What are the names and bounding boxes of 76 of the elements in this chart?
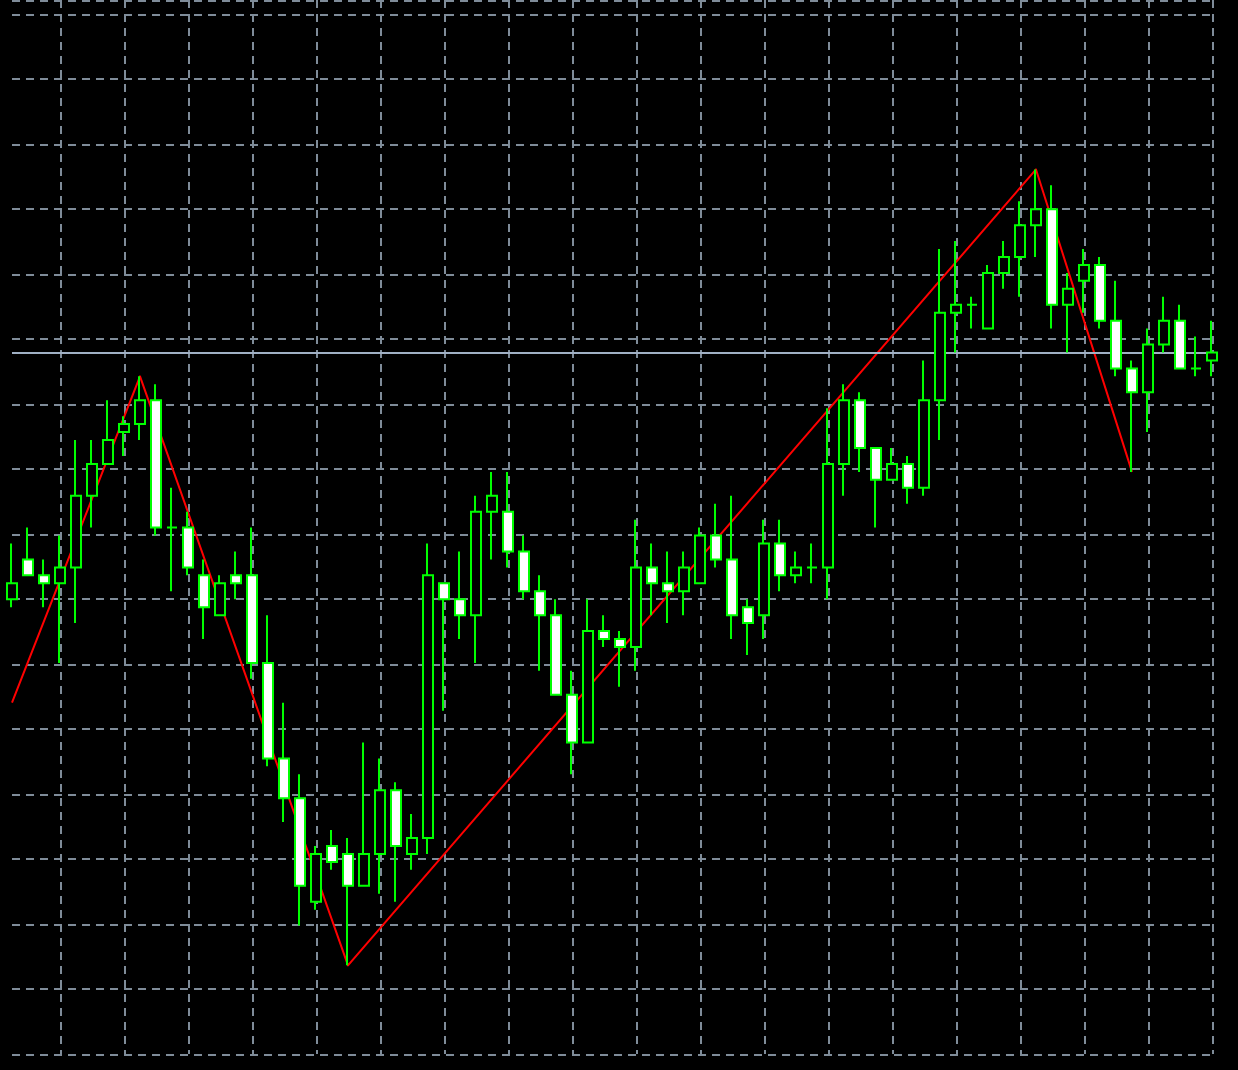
candlestick bbox=[710, 502, 722, 569]
candlestick bbox=[390, 781, 402, 903]
candlestick bbox=[854, 391, 866, 473]
candlestick bbox=[646, 542, 658, 617]
candlestick bbox=[22, 526, 34, 577]
candlestick bbox=[1206, 319, 1218, 378]
candlestick bbox=[1158, 295, 1170, 354]
candlestick bbox=[614, 630, 626, 688]
candlestick bbox=[486, 470, 498, 561]
candlestick bbox=[1094, 255, 1106, 330]
candlestick bbox=[806, 542, 818, 585]
candlestick bbox=[70, 439, 82, 625]
candlestick bbox=[790, 550, 802, 585]
candlestick bbox=[38, 558, 50, 609]
candlestick bbox=[694, 526, 706, 585]
candlestick bbox=[582, 598, 594, 744]
candlestick bbox=[918, 359, 930, 497]
candlestick bbox=[534, 574, 546, 672]
candlestick bbox=[198, 558, 210, 641]
candlestick bbox=[566, 669, 578, 776]
candlestick bbox=[1062, 271, 1074, 354]
candlestick bbox=[630, 518, 642, 672]
candlestick bbox=[246, 526, 258, 680]
candlestick bbox=[1174, 303, 1186, 370]
candlestick bbox=[54, 534, 66, 664]
candlestick bbox=[310, 844, 322, 911]
candlestick bbox=[406, 813, 418, 871]
candlestick bbox=[118, 415, 130, 457]
candlestick bbox=[230, 550, 242, 601]
candlestick bbox=[86, 439, 98, 529]
candlestick bbox=[774, 518, 786, 593]
candlestick bbox=[518, 534, 530, 601]
candlestick bbox=[902, 454, 914, 505]
candlestick bbox=[598, 614, 610, 648]
candlestick bbox=[1142, 327, 1154, 434]
candlestick bbox=[1126, 359, 1138, 473]
candlestick bbox=[678, 550, 690, 617]
candlestick bbox=[6, 542, 18, 609]
candlestick bbox=[214, 574, 226, 617]
candlestick bbox=[1046, 184, 1058, 330]
candlestick bbox=[150, 383, 162, 537]
candlestick bbox=[294, 773, 306, 927]
candlestick bbox=[374, 757, 386, 895]
candlestick bbox=[838, 383, 850, 497]
candlestick bbox=[998, 240, 1010, 290]
candlestick bbox=[470, 494, 482, 664]
candlestick bbox=[422, 542, 434, 855]
candlestick bbox=[262, 614, 274, 768]
candlestick bbox=[662, 550, 674, 625]
candlestick bbox=[726, 494, 738, 641]
candlestick bbox=[886, 447, 898, 481]
candlestick bbox=[1110, 279, 1122, 378]
candlestick bbox=[102, 399, 114, 465]
candlestick bbox=[454, 550, 466, 641]
candlestick bbox=[326, 829, 338, 871]
candlestick bbox=[550, 598, 562, 696]
candlestick bbox=[134, 375, 146, 442]
candlestick bbox=[982, 263, 994, 330]
candlestick bbox=[1078, 248, 1090, 314]
candlestick bbox=[438, 582, 450, 712]
candlestick bbox=[822, 407, 834, 601]
candlestick bbox=[342, 837, 354, 967]
candlestick bbox=[166, 486, 178, 593]
candlestick bbox=[1190, 335, 1202, 378]
candlestick bbox=[758, 518, 770, 641]
candlestick bbox=[1030, 168, 1042, 258]
candlestick bbox=[966, 295, 978, 330]
candlestick bbox=[934, 248, 946, 442]
candlestick bbox=[950, 240, 962, 354]
candlestick bbox=[742, 598, 754, 656]
candlestick bbox=[502, 470, 514, 569]
candlestick bbox=[278, 701, 290, 824]
candlestick bbox=[870, 447, 882, 529]
candlestick bbox=[182, 510, 194, 577]
candlestick bbox=[358, 741, 370, 887]
candlestick bbox=[1014, 200, 1026, 298]
